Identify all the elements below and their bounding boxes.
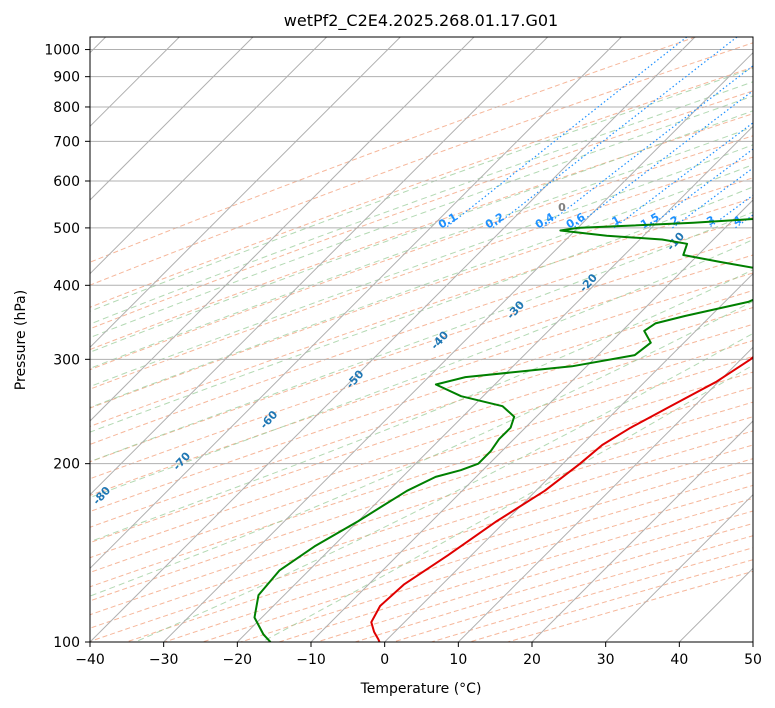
y-tick-label: 400 [53, 278, 80, 294]
dry-adiabat-line [355, 522, 753, 642]
theta-e-label: -70 [170, 449, 193, 473]
mixing-ratio-line [672, 167, 753, 229]
mixing-ratio-label: 6 [770, 213, 775, 228]
x-tick-label: −30 [149, 652, 179, 668]
isotherm-line [236, 125, 753, 642]
isotherm-line [310, 199, 753, 642]
y-tick-label: 1000 [44, 43, 80, 59]
isotherm-line [678, 567, 753, 642]
isotherm-line [90, 37, 328, 275]
temperature-profile-line [370, 355, 753, 642]
x-tick-label: 50 [744, 652, 762, 668]
dry-adiabat-line [90, 90, 753, 330]
isotherm-line [90, 37, 549, 496]
dry-adiabat-line [90, 66, 753, 308]
dry-adiabat-line [431, 547, 753, 642]
dry-adiabat-line [90, 37, 696, 263]
theta-e-label: -60 [257, 408, 280, 432]
x-tick-label: −40 [75, 652, 105, 668]
y-tick-label: 600 [53, 174, 80, 190]
dry-adiabat-line [90, 272, 753, 496]
mixing-ratio-line [445, 37, 688, 229]
dry-adiabat-line [90, 355, 753, 573]
moist-adiabat-line [90, 81, 753, 325]
y-tick-label: 500 [53, 221, 80, 237]
mixing-ratio-line [542, 65, 753, 229]
y-tick-label: 700 [53, 134, 80, 150]
y-tick-label: 200 [53, 457, 80, 473]
dry-adiabat-line [90, 235, 753, 463]
moist-adiabat-line [90, 211, 753, 463]
x-tick-label: 30 [597, 652, 615, 668]
dewpoint-profile-line [253, 218, 753, 642]
theta-e-label: -50 [344, 367, 367, 391]
moist-adiabat-line [90, 95, 753, 339]
isotherm-line [90, 37, 401, 349]
x-axis-label: Temperature (°C) [360, 681, 482, 697]
isotherm-line [90, 37, 696, 642]
isotherm-line [457, 346, 753, 642]
dry-adiabat-line [90, 430, 753, 642]
moist-adiabat-line [90, 186, 753, 433]
axis-ticks: −40 −30 −20 −10 0 10 20 30 40 5010020030040050060… [44, 43, 762, 668]
moist-adiabat-line [90, 67, 753, 312]
moist-adiabat-line [90, 164, 753, 408]
dry-adiabat-line [90, 42, 753, 286]
isotherm-line [163, 51, 753, 642]
mixing-ratio-label: 2 [668, 213, 681, 228]
moist-adiabat-line [90, 144, 753, 388]
dry-adiabat-line [90, 113, 753, 351]
isotherm-line [605, 493, 753, 642]
mixing-ratio-line [734, 214, 753, 229]
series-layer [253, 218, 753, 642]
dry-adiabat-line [90, 416, 753, 629]
mixing-ratio-line [613, 122, 753, 229]
y-tick-label: 800 [53, 100, 80, 116]
isotherm-line [531, 420, 753, 642]
dry-adiabat-line [90, 340, 753, 559]
dry-adiabat-line [90, 401, 753, 616]
dry-adiabat-line [90, 197, 753, 427]
dry-adiabat-line [90, 135, 753, 371]
mixing-ratio-line [492, 37, 738, 229]
x-tick-label: 40 [670, 652, 688, 668]
theta-e-label: -40 [428, 328, 451, 352]
dry-adiabat-line [202, 471, 753, 642]
chart-title: wetPf2_C2E4.2025.268.01.17.G01 [284, 11, 558, 31]
x-tick-label: −20 [223, 652, 253, 668]
moist-adiabat-label: 0 [558, 201, 566, 214]
isotherm-line [752, 641, 753, 642]
x-tick-label: 0 [380, 652, 389, 668]
theta-e-label: -90 [5, 523, 28, 547]
plot-frame [89, 36, 754, 643]
line-labels: 0.10.20.40.611.52346810131620253036-100-… [5, 201, 775, 547]
dry-adiabat-line [90, 289, 753, 513]
isotherm-line [90, 37, 475, 422]
mixing-ratio-line [708, 194, 753, 229]
y-axis-label: Pressure (hPa) [13, 290, 29, 390]
y-tick-label: 100 [53, 635, 80, 651]
dry-adiabat-line [240, 484, 753, 642]
x-tick-label: 10 [449, 652, 467, 668]
theta-e-label: -30 [504, 298, 527, 322]
dry-adiabat-line [278, 497, 753, 642]
dry-adiabat-line [126, 444, 753, 642]
moist-adiabat-line [134, 332, 753, 642]
isotherm-line [90, 37, 622, 570]
moist-adiabat-line [90, 126, 753, 369]
y-tick-label: 900 [53, 70, 80, 86]
x-tick-label: 20 [523, 652, 541, 668]
background-lines [90, 37, 753, 642]
dry-adiabat-line [90, 156, 753, 390]
moist-adiabat-line [90, 110, 753, 353]
y-tick-label: 300 [53, 352, 80, 368]
dry-adiabat-line [164, 458, 753, 642]
x-tick-label: −10 [296, 652, 326, 668]
moist-adiabat-line [261, 364, 753, 642]
dry-adiabat-line [90, 323, 753, 544]
isotherm-line [384, 272, 753, 642]
dry-adiabat-line [393, 535, 753, 642]
isotherm-line [90, 37, 254, 201]
